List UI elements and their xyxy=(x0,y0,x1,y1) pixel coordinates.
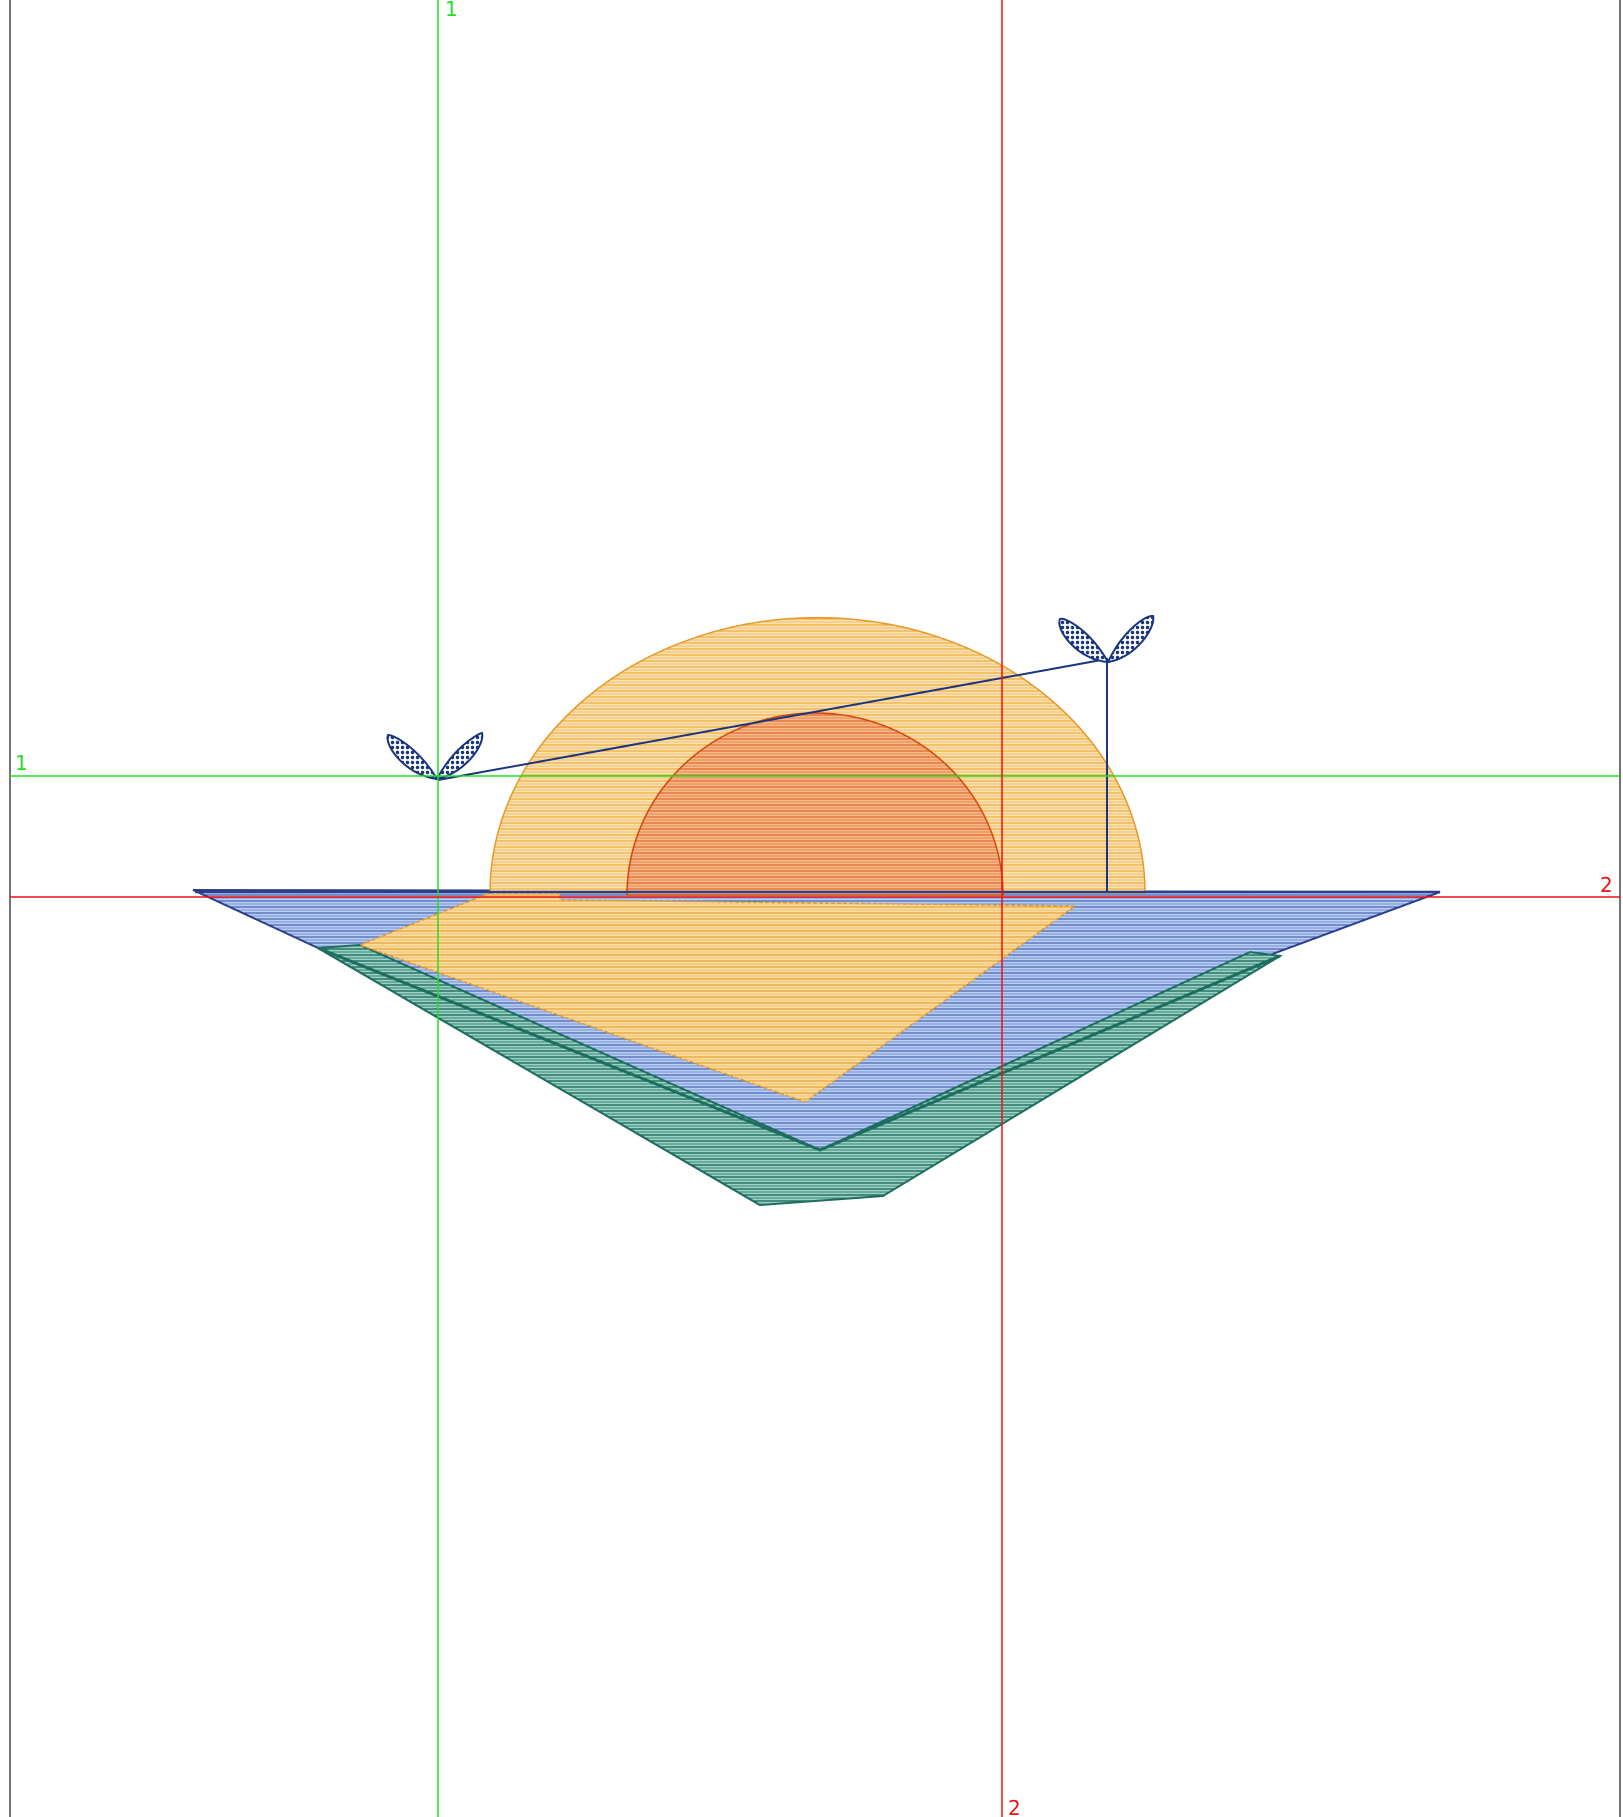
bird-left-wing-left xyxy=(386,733,439,781)
inner-sun[interactable] xyxy=(626,712,1004,896)
guide-vertical-2-label: 2 xyxy=(1008,1796,1021,1817)
bird-right-wing-left xyxy=(1058,617,1110,664)
bird-left[interactable] xyxy=(386,731,484,781)
guide-horizontal-2-label: 2 xyxy=(1600,873,1613,897)
guide-horizontal-1-label: 1 xyxy=(15,751,28,775)
bird-left-wing-right xyxy=(435,731,484,781)
guide-vertical-1-label: 1 xyxy=(445,0,458,21)
bird-right[interactable] xyxy=(1058,615,1155,664)
shore-wedge[interactable] xyxy=(314,943,1283,1207)
shore-inner-edge xyxy=(317,946,1281,1152)
bird-right-wing-right xyxy=(1106,615,1155,664)
